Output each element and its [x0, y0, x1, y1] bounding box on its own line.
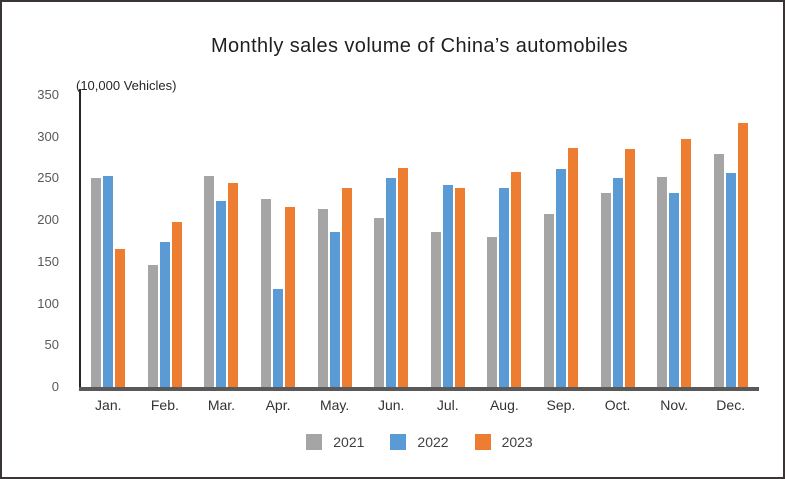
- bar-2022-jan: [103, 175, 114, 387]
- bar-2022-feb: [159, 241, 170, 387]
- bar-2023-dec: [737, 123, 748, 387]
- bar-2022-sep: [555, 169, 566, 387]
- bar-2022-jul: [442, 185, 453, 387]
- y-axis-tick-label: 300: [37, 128, 59, 144]
- y-axis-tick-label: 50: [44, 337, 59, 353]
- y-axis-tick-label: 100: [37, 295, 59, 311]
- bar-2023-mar: [228, 182, 239, 387]
- bar-2023-may: [341, 188, 352, 387]
- bar-2021-nov: [657, 176, 668, 387]
- bar-2021-dec: [713, 154, 724, 387]
- legend-label: 2022: [417, 434, 449, 450]
- bar-2023-feb: [171, 221, 182, 387]
- y-axis-tick-label: 250: [37, 170, 59, 186]
- bar-2023-jun: [398, 168, 409, 387]
- bar-2023-aug: [511, 171, 522, 387]
- legend-swatch-2023: [474, 434, 491, 450]
- bar-2021-mar: [204, 175, 215, 387]
- bar-2021-jun: [374, 218, 385, 387]
- legend-item-2023: 2023: [474, 434, 533, 450]
- bar-2022-nov: [669, 192, 680, 387]
- x-axis-label-jan: Jan.: [95, 397, 122, 413]
- bar-2021-feb: [147, 265, 158, 387]
- legend-swatch-2021: [306, 434, 323, 450]
- x-axis-line: [79, 387, 759, 391]
- x-axis-label-oct: Oct.: [604, 397, 631, 413]
- bar-2021-oct: [600, 192, 611, 387]
- bar-2023-jan: [115, 249, 126, 387]
- y-axis-tick-label: 350: [37, 87, 59, 102]
- bar-2022-oct: [612, 177, 623, 387]
- legend-swatch-2022: [390, 434, 407, 450]
- legend-item-2021: 2021: [306, 434, 364, 450]
- x-axis-label-mar: Mar.: [207, 397, 236, 413]
- bar-2021-may: [317, 209, 328, 387]
- bar-2021-sep: [543, 214, 554, 387]
- bar-2021-jul: [430, 231, 441, 387]
- x-axis-label-apr: Apr.: [265, 397, 291, 413]
- y-axis-line: [79, 89, 81, 391]
- y-axis-tick-label: 0: [51, 379, 59, 394]
- bar-2021-aug: [487, 236, 498, 387]
- legend-label: 2023: [501, 434, 533, 450]
- bar-2023-apr: [285, 206, 296, 387]
- y-axis-tick-label: 150: [37, 253, 59, 269]
- bar-2023-nov: [681, 139, 692, 387]
- x-axis-label-aug: Aug.: [489, 397, 519, 413]
- bar-2022-aug: [499, 188, 510, 387]
- bar-2022-apr: [273, 288, 284, 387]
- x-axis-label-feb: Feb.: [150, 397, 179, 413]
- chart-title: Monthly sales volume of China’s automobi…: [210, 35, 629, 57]
- x-axis-label-dec: Dec.: [716, 397, 746, 413]
- bar-2021-jan: [91, 178, 102, 387]
- x-axis-label-may: May.: [319, 397, 350, 413]
- x-axis-label-nov: Nov.: [660, 397, 688, 413]
- bar-2022-dec: [725, 173, 736, 387]
- x-axis-label-sep: Sep.: [546, 397, 576, 413]
- bar-2023-sep: [567, 148, 578, 387]
- x-axis-label-jun: Jun.: [377, 397, 405, 413]
- bar-2023-oct: [624, 149, 635, 387]
- y-axis-tick-label: 200: [37, 212, 59, 228]
- legend-label: 2021: [333, 434, 365, 450]
- bar-2023-jul: [454, 187, 465, 387]
- y-axis-unit-label: (10,000 Vehicles): [76, 78, 177, 93]
- bar-2021-apr: [261, 199, 272, 387]
- bar-2022-mar: [216, 200, 227, 387]
- bar-2022-may: [329, 231, 340, 387]
- x-axis-label-jul: Jul.: [436, 397, 459, 413]
- bar-2022-jun: [386, 178, 397, 387]
- legend-item-2022: 2022: [390, 434, 449, 450]
- legend: 2021 2022 2023: [80, 434, 759, 450]
